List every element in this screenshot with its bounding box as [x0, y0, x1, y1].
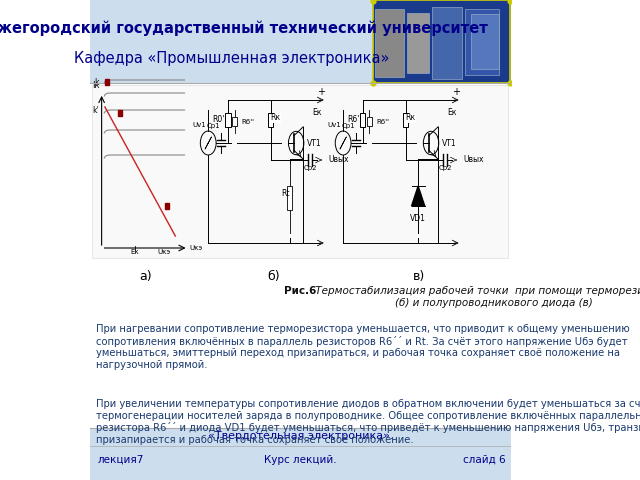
Text: R6'': R6''	[241, 119, 254, 124]
Text: Cp2: Cp2	[303, 165, 317, 171]
Bar	[472, 14, 499, 69]
Bar	[225, 113, 230, 127]
Bar	[92, 85, 508, 258]
Text: При нагревании сопротивление терморезистора уменьшается, что приводит к общему у: При нагревании сопротивление терморезист…	[97, 324, 630, 370]
Bar	[407, 13, 429, 73]
Text: Термостабилизация рабочей точки  при помощи терморезистора
(б) и полупроводников: Термостабилизация рабочей точки при помо…	[312, 286, 640, 308]
Bar	[105, 79, 109, 85]
Text: VT1: VT1	[442, 139, 456, 147]
Bar	[90, 428, 511, 480]
Bar	[166, 203, 170, 209]
Bar	[360, 113, 365, 127]
Bar	[287, 186, 292, 210]
Text: Uвых: Uвых	[463, 156, 484, 165]
Text: а): а)	[140, 270, 152, 283]
Text: лекция7: лекция7	[98, 455, 144, 465]
Bar	[465, 9, 499, 75]
Text: б): б)	[268, 270, 280, 283]
Text: Uкэ: Uкэ	[190, 245, 203, 251]
Text: Кафедра «Промышленная электроника»: Кафедра «Промышленная электроника»	[74, 50, 389, 65]
Text: Cp1: Cp1	[342, 123, 355, 129]
Text: +: +	[452, 87, 460, 97]
Text: Ек: Ек	[312, 108, 322, 117]
Bar	[403, 113, 408, 127]
Text: Uкэ: Uкэ	[157, 249, 171, 255]
Text: Rк: Rк	[406, 113, 416, 122]
Bar	[367, 118, 372, 126]
Bar	[432, 7, 462, 79]
Text: Cp1: Cp1	[207, 123, 220, 129]
Text: Ек: Ек	[447, 108, 456, 117]
Text: Нижегородский государственный технический университет: Нижегородский государственный технически…	[0, 20, 488, 36]
Text: слайд 6: слайд 6	[463, 455, 506, 465]
Text: R6'': R6''	[376, 119, 389, 124]
Text: k: k	[95, 78, 99, 87]
Text: Uv1: Uv1	[192, 122, 206, 128]
Bar	[372, 0, 511, 83]
Text: R0': R0'	[212, 116, 225, 124]
Text: +: +	[317, 87, 325, 97]
Bar	[118, 110, 122, 116]
Bar	[90, 0, 511, 83]
Text: Rt: Rt	[282, 189, 290, 197]
Text: «Твердотельная электроника».: «Твердотельная электроника».	[207, 431, 393, 441]
Text: При увеличении температуры сопротивление диодов в обратном включении будет умень: При увеличении температуры сопротивление…	[97, 399, 640, 445]
Text: Рис.6: Рис.6	[284, 286, 317, 296]
Polygon shape	[412, 186, 425, 206]
Text: Rк: Rк	[271, 113, 281, 122]
Text: VD1: VD1	[410, 214, 426, 223]
Text: Ек: Ек	[130, 249, 139, 255]
Text: VT1: VT1	[307, 139, 321, 147]
Text: Uвых: Uвых	[329, 156, 349, 165]
Text: R6': R6'	[348, 116, 360, 124]
Text: Cp2: Cp2	[438, 165, 452, 171]
Text: Iк: Iк	[92, 81, 100, 90]
Bar	[376, 9, 404, 77]
Text: k': k'	[92, 106, 99, 115]
Text: Курс лекций.: Курс лекций.	[264, 455, 337, 465]
Bar	[268, 113, 273, 127]
Text: в): в)	[413, 270, 425, 283]
Bar	[232, 118, 237, 126]
Text: Uv1: Uv1	[327, 122, 340, 128]
